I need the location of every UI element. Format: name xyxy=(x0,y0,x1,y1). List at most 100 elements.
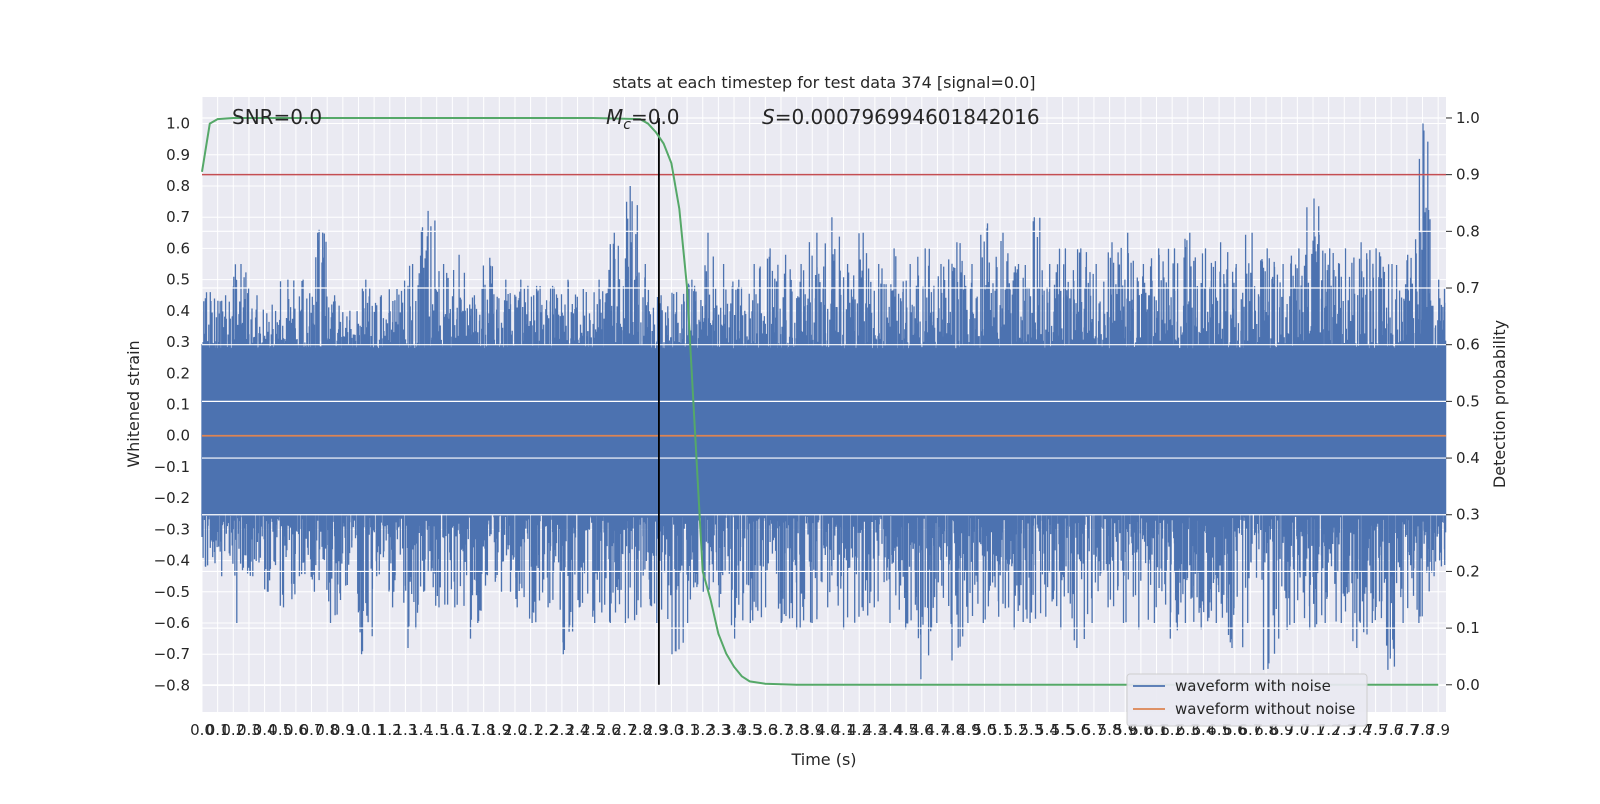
x-tick-label: 0.2 xyxy=(221,721,245,739)
x-tick-label: 5.6 xyxy=(1066,721,1090,739)
x-tick-label: 4.2 xyxy=(847,721,871,739)
x-tick-label: 2.4 xyxy=(566,721,590,739)
x-tick-label: 0.4 xyxy=(253,721,277,739)
x-tick-label: 1.2 xyxy=(378,721,402,739)
x-tick-label: 7.7 xyxy=(1395,721,1419,739)
x-tick-label: 5.3 xyxy=(1019,721,1043,739)
x-tick-label: 5.5 xyxy=(1051,721,1075,739)
y-tick-label-left: −0.4 xyxy=(154,552,190,570)
x-tick-label: 0.7 xyxy=(300,721,324,739)
y-axis-label-right: Detection probability xyxy=(1490,320,1509,488)
x-tick-label: 2.8 xyxy=(628,721,652,739)
x-tick-label: 0.1 xyxy=(206,721,230,739)
mc-subscript: c xyxy=(623,117,631,133)
y-tick-label-right: 0.0 xyxy=(1456,676,1480,694)
x-tick-label: 2.5 xyxy=(581,721,605,739)
x-tick-label: 2.6 xyxy=(597,721,621,739)
y-tick-label-left: 0.6 xyxy=(166,239,190,257)
y-tick-label-right: 0.7 xyxy=(1456,279,1480,297)
x-tick-label: 3.5 xyxy=(738,721,762,739)
x-tick-label: 1.7 xyxy=(456,721,480,739)
x-tick-label: 1.8 xyxy=(472,721,496,739)
x-tick-label: 0.6 xyxy=(284,721,308,739)
x-tick-label: 5.2 xyxy=(1004,721,1028,739)
x-tick-label: 3.0 xyxy=(660,721,684,739)
x-tick-label: 0.8 xyxy=(315,721,339,739)
y-axis-label-left: Whitened strain xyxy=(124,340,143,467)
x-tick-label: 3.6 xyxy=(753,721,777,739)
x-tick-label: 3.7 xyxy=(769,721,793,739)
y-tick-label-left: −0.3 xyxy=(154,520,190,538)
y-tick-label-right: 0.2 xyxy=(1456,562,1480,580)
x-tick-label: 1.5 xyxy=(425,721,449,739)
y-tick-label-right: 0.9 xyxy=(1456,166,1480,184)
x-tick-label: 4.5 xyxy=(894,721,918,739)
y-tick-label-right: 0.3 xyxy=(1456,506,1480,524)
x-tick-label: 0.0 xyxy=(190,721,214,739)
x-tick-label: 5.0 xyxy=(972,721,996,739)
x-tick-label: 3.4 xyxy=(722,721,746,739)
x-tick-label: 2.1 xyxy=(519,721,543,739)
ticks-layer: 0.00.10.20.30.40.50.60.70.80.91.01.11.21… xyxy=(154,109,1480,739)
y-tick-label-left: −0.7 xyxy=(154,645,190,663)
y-tick-label-left: −0.8 xyxy=(154,676,190,694)
legend: waveform with noise waveform without noi… xyxy=(1126,673,1368,727)
x-tick-label: 4.7 xyxy=(926,721,950,739)
s-value: =0.000796994601842016 xyxy=(775,105,1040,129)
mc-symbol: M xyxy=(606,105,623,129)
y-tick-label-left: −0.2 xyxy=(154,489,190,507)
x-axis-label: Time (s) xyxy=(790,750,856,769)
x-tick-label: 2.9 xyxy=(644,721,668,739)
noise-waveform-layer xyxy=(201,123,1447,680)
y-tick-label-right: 0.6 xyxy=(1456,336,1480,354)
x-tick-label: 4.3 xyxy=(863,721,887,739)
x-tick-label: 1.9 xyxy=(487,721,511,739)
x-tick-label: 7.8 xyxy=(1411,721,1435,739)
x-tick-label: 4.6 xyxy=(910,721,934,739)
x-tick-label: 3.9 xyxy=(800,721,824,739)
y-tick-label-left: 0.4 xyxy=(166,302,190,320)
x-tick-label: 2.0 xyxy=(503,721,527,739)
x-tick-label: 7.5 xyxy=(1364,721,1388,739)
y-tick-label-left: 0.5 xyxy=(166,271,190,289)
y-tick-label-left: −0.1 xyxy=(154,458,190,476)
x-tick-label: 4.9 xyxy=(957,721,981,739)
x-tick-label: 3.8 xyxy=(785,721,809,739)
x-tick-label: 0.5 xyxy=(268,721,292,739)
x-tick-label: 2.2 xyxy=(534,721,558,739)
y-tick-label-right: 0.8 xyxy=(1456,222,1480,240)
snr-annotation: SNR=0.0 xyxy=(232,105,322,129)
y-tick-label-left: 0.7 xyxy=(166,208,190,226)
x-tick-label: 5.8 xyxy=(1098,721,1122,739)
x-tick-label: 1.1 xyxy=(362,721,386,739)
series-detection-probability xyxy=(201,117,1439,686)
x-tick-label: 4.4 xyxy=(879,721,903,739)
overlay-layer xyxy=(201,117,1446,686)
s-symbol: S xyxy=(762,105,775,129)
y-tick-label-right: 0.1 xyxy=(1456,619,1480,637)
y-tick-label-left: 0.0 xyxy=(166,427,190,445)
x-tick-label: 3.2 xyxy=(691,721,715,739)
x-tick-label: 4.0 xyxy=(816,721,840,739)
y-tick-label-left: 0.1 xyxy=(166,396,190,414)
y-tick-label-left: −0.6 xyxy=(154,614,190,632)
legend-label-clean: waveform without noise xyxy=(1175,700,1355,718)
x-tick-label: 1.3 xyxy=(393,721,417,739)
x-tick-label: 7.6 xyxy=(1379,721,1403,739)
s-annotation: S=0.000796994601842016 xyxy=(762,105,1040,129)
x-tick-label: 4.8 xyxy=(941,721,965,739)
x-tick-label: 1.6 xyxy=(440,721,464,739)
x-tick-label: 2.3 xyxy=(550,721,574,739)
mc-value: =0.0 xyxy=(631,105,680,129)
y-tick-label-left: 0.3 xyxy=(166,333,190,351)
legend-box xyxy=(1126,673,1368,727)
y-tick-label-left: −0.5 xyxy=(154,583,190,601)
y-tick-label-left: 0.2 xyxy=(166,364,190,382)
y-tick-label-left: 0.9 xyxy=(166,146,190,164)
y-tick-label-right: 0.4 xyxy=(1456,449,1480,467)
mc-annotation: Mc=0.0 xyxy=(606,105,680,133)
y-tick-label-left: 1.0 xyxy=(166,115,190,133)
x-tick-label: 0.3 xyxy=(237,721,261,739)
